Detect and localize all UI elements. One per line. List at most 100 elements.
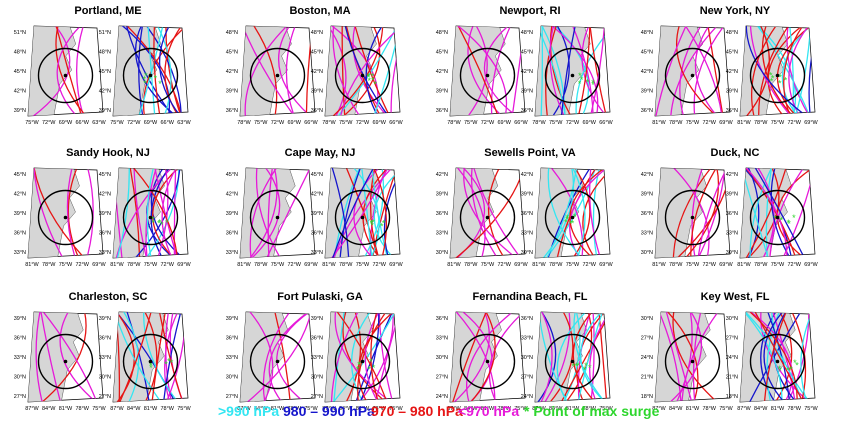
storm-track bbox=[691, 168, 705, 258]
max-surge-point: * bbox=[792, 213, 796, 223]
storm-track bbox=[37, 312, 87, 402]
max-surge-point: * bbox=[158, 218, 162, 228]
lat-tick-label: 21°N bbox=[726, 375, 738, 381]
map-left: 51°N 48°N 45°N 42°N 39°N 75°W 72°W 69°W 66°W 63°W bbox=[14, 25, 107, 126]
storm-track bbox=[452, 312, 496, 402]
max-surge-point: * bbox=[787, 219, 791, 229]
storm-track bbox=[560, 26, 577, 116]
lon-tick-label: 81°W bbox=[322, 262, 336, 268]
lon-tick-label: 75°W bbox=[464, 120, 478, 126]
lon-tick-label: 72°W bbox=[127, 120, 141, 126]
storm-track bbox=[569, 168, 610, 258]
lon-tick-label: 72°W bbox=[787, 262, 801, 268]
max-surge-point: * bbox=[591, 78, 595, 88]
max-surge-point: * bbox=[793, 358, 797, 368]
storm-track bbox=[549, 26, 567, 116]
lat-tick-label: 39°N bbox=[226, 89, 238, 95]
map-left: 42°N 39°N 36°N 33°N 30°N 81°W 78°W 75°W 72°W 69°W bbox=[641, 167, 734, 268]
lon-tick-label: 84°W bbox=[127, 406, 141, 412]
max-surge-point: * bbox=[151, 218, 155, 228]
lon-tick-label: 78°W bbox=[669, 262, 683, 268]
lat-tick-label: 45°N bbox=[726, 50, 738, 56]
lat-tick-label: 36°N bbox=[641, 211, 653, 217]
radius-circle bbox=[544, 333, 601, 390]
radius-circle bbox=[37, 47, 94, 104]
lon-tick-label: 87°W bbox=[737, 406, 751, 412]
storm-track bbox=[488, 312, 525, 402]
map-right: * ** * **36°N33°N30°N27°N24°N87°W 84°W 81°W 78… bbox=[521, 311, 614, 412]
lon-tick-label: 66°W bbox=[514, 120, 528, 126]
lat-tick-label: 33°N bbox=[311, 250, 323, 256]
storm-track bbox=[249, 168, 280, 258]
lon-tick-label: 75°W bbox=[686, 120, 700, 126]
max-surge-point: * bbox=[154, 74, 158, 84]
max-surge-point: * bbox=[148, 74, 152, 84]
lat-tick-label: 18°N bbox=[726, 394, 738, 400]
lon-tick-label: 87°W bbox=[322, 406, 336, 412]
station-title: Newport, RI bbox=[499, 5, 560, 17]
storm-track bbox=[164, 26, 185, 116]
lat-tick-label: 39°N bbox=[726, 192, 738, 198]
lon-tick-label: 75°W bbox=[771, 262, 785, 268]
lon-tick-label: 75°W bbox=[92, 406, 106, 412]
lat-tick-label: 36°N bbox=[436, 316, 448, 322]
lon-tick-label: 78°W bbox=[754, 262, 768, 268]
storm-track bbox=[159, 26, 184, 116]
storm-track bbox=[173, 168, 177, 258]
storm-track bbox=[371, 168, 390, 258]
lat-tick-label: 48°N bbox=[641, 30, 653, 36]
storm-track bbox=[358, 312, 399, 402]
lon-tick-label: 75°W bbox=[254, 120, 268, 126]
lon-tick-label: 78°W bbox=[582, 406, 596, 412]
max-surge-point: * bbox=[565, 213, 569, 223]
lon-tick-label: 81°W bbox=[566, 406, 580, 412]
max-surge-point: * bbox=[580, 75, 584, 85]
storm-track bbox=[592, 168, 601, 258]
storm-track bbox=[56, 26, 85, 116]
storm-track bbox=[117, 312, 153, 402]
max-surge-point: * bbox=[370, 218, 374, 228]
map-left: 39°N 36°N 33°N 30°N 27°N 87°W 84°W 81°W 78°W 75°W bbox=[14, 311, 107, 412]
max-surge-point: * bbox=[588, 363, 592, 373]
storm-track bbox=[120, 312, 140, 402]
storm-track bbox=[742, 168, 788, 258]
lat-tick-label: 39°N bbox=[521, 89, 533, 95]
storm-track bbox=[742, 26, 770, 116]
lon-tick-label: 81°W bbox=[110, 262, 124, 268]
storm-track bbox=[32, 168, 89, 258]
station-dot bbox=[775, 359, 780, 364]
lon-tick-label: 69°W bbox=[719, 262, 733, 268]
storm-track bbox=[246, 312, 274, 402]
lon-tick-label: 75°W bbox=[514, 406, 528, 412]
storm-track bbox=[541, 312, 571, 402]
lat-tick-label: 45°N bbox=[311, 172, 323, 178]
lon-tick-label: 78°W bbox=[787, 406, 801, 412]
storm-track bbox=[35, 312, 44, 402]
lon-tick-label: 87°W bbox=[237, 406, 251, 412]
lat-tick-label: 39°N bbox=[521, 192, 533, 198]
storm-track bbox=[378, 312, 395, 402]
lon-tick-label: 78°W bbox=[237, 120, 251, 126]
lon-tick-label: 87°W bbox=[447, 406, 461, 412]
lon-tick-label: 69°W bbox=[719, 120, 733, 126]
storm-track bbox=[745, 26, 812, 116]
lat-tick-label: 39°N bbox=[14, 108, 26, 114]
storm-track bbox=[247, 168, 281, 258]
max-surge-point: * bbox=[370, 219, 374, 229]
lat-tick-label: 27°N bbox=[226, 394, 238, 400]
legend-gt990: >990 hPa bbox=[218, 403, 280, 419]
station-dot bbox=[275, 215, 280, 220]
station-dot bbox=[485, 73, 490, 78]
storm-track bbox=[330, 168, 350, 258]
lon-tick-label: 75°W bbox=[771, 120, 785, 126]
lat-tick-label: 30°N bbox=[436, 250, 448, 256]
max-surge-point: * bbox=[142, 74, 146, 84]
lat-tick-label: 45°N bbox=[521, 50, 533, 56]
station-dot bbox=[63, 73, 68, 78]
lon-tick-label: 72°W bbox=[481, 120, 495, 126]
